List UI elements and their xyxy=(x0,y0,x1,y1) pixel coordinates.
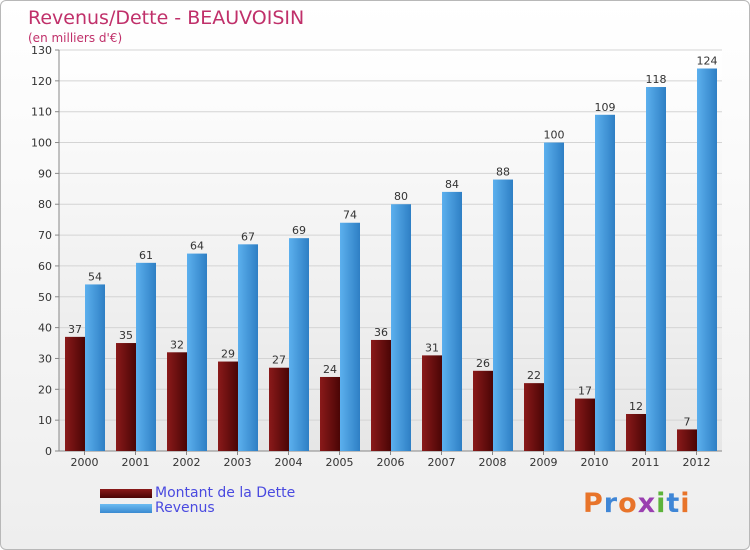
logo-letter: i xyxy=(680,488,691,519)
chart-title: Revenus/Dette - BEAUVOISIN xyxy=(28,7,305,29)
y-tick-label: 100 xyxy=(31,137,52,150)
x-tick-label: 2012 xyxy=(683,456,711,469)
x-tick-label: 2004 xyxy=(275,456,303,469)
x-tick-label: 2008 xyxy=(479,456,507,469)
data-label-debt: 26 xyxy=(476,357,490,370)
y-tick-label: 20 xyxy=(38,383,52,396)
x-tick-label: 2001 xyxy=(122,456,150,469)
bar-debt xyxy=(473,370,493,451)
bar-revenue xyxy=(187,253,207,451)
bar-debt xyxy=(218,361,238,451)
x-tick-label: 2011 xyxy=(632,456,660,469)
logo-letter: i xyxy=(656,488,667,519)
y-tick-label: 90 xyxy=(38,167,52,180)
y-tick-label: 130 xyxy=(31,44,52,57)
x-tick-label: 2007 xyxy=(428,456,456,469)
y-tick-label: 70 xyxy=(38,229,52,242)
logo-letter: x xyxy=(637,488,657,519)
bar-revenue xyxy=(289,238,309,451)
y-tick-label: 10 xyxy=(38,414,52,427)
y-tick-label: 60 xyxy=(38,260,52,273)
data-label-debt: 35 xyxy=(119,329,133,342)
proxiti-logo: Proxiti xyxy=(583,488,691,519)
y-tick-label: 80 xyxy=(38,198,52,211)
bar-revenue xyxy=(340,222,360,451)
data-label-debt: 7 xyxy=(684,415,691,428)
logo-letter: r xyxy=(603,488,619,519)
bar-debt xyxy=(320,376,340,451)
data-label-revenue: 67 xyxy=(241,230,255,243)
bar-revenue xyxy=(391,204,411,451)
data-label-revenue: 124 xyxy=(697,55,718,68)
x-tick-label: 2009 xyxy=(530,456,558,469)
data-label-revenue: 69 xyxy=(292,224,306,237)
data-label-debt: 32 xyxy=(170,338,184,351)
y-tick-label: 120 xyxy=(31,75,52,88)
bar-debt xyxy=(422,355,442,451)
y-tick-label: 30 xyxy=(38,352,52,365)
legend-label-revenue: Revenus xyxy=(155,500,215,516)
data-label-debt: 24 xyxy=(323,363,337,376)
data-label-revenue: 54 xyxy=(88,270,102,283)
data-label-debt: 29 xyxy=(221,348,235,361)
data-label-revenue: 61 xyxy=(139,249,153,262)
legend-swatch-debt xyxy=(100,489,152,498)
bar-revenue xyxy=(697,68,717,451)
y-tick-label: 40 xyxy=(38,322,52,335)
data-label-revenue: 88 xyxy=(496,166,510,179)
bar-revenue xyxy=(85,284,105,451)
bar-debt xyxy=(626,413,646,451)
bar-revenue xyxy=(493,179,513,452)
data-label-revenue: 100 xyxy=(544,129,565,142)
data-label-revenue: 109 xyxy=(595,101,616,114)
bar-debt xyxy=(524,383,544,451)
logo-letter: P xyxy=(583,488,604,519)
chart-subtitle: (en milliers d'€) xyxy=(28,31,123,45)
y-tick-label: 50 xyxy=(38,291,52,304)
bar-revenue xyxy=(442,191,462,451)
data-label-debt: 31 xyxy=(425,341,439,354)
bar-debt xyxy=(116,343,136,451)
bar-debt xyxy=(677,429,697,451)
bar-revenue xyxy=(544,142,564,452)
bar-debt xyxy=(575,398,595,451)
logo-letter: o xyxy=(618,488,638,519)
bar-debt xyxy=(371,339,391,451)
x-tick-label: 2006 xyxy=(377,456,405,469)
data-label-debt: 36 xyxy=(374,326,388,339)
x-tick-label: 2002 xyxy=(173,456,201,469)
data-label-revenue: 118 xyxy=(646,73,667,86)
x-tick-label: 2010 xyxy=(581,456,609,469)
legend-label-debt: Montant de la Dette xyxy=(155,485,296,501)
data-label-revenue: 74 xyxy=(343,209,357,222)
bar-debt xyxy=(269,367,289,451)
data-label-revenue: 84 xyxy=(445,178,459,191)
data-label-debt: 27 xyxy=(272,354,286,367)
data-label-debt: 22 xyxy=(527,369,541,382)
bar-revenue xyxy=(238,244,258,451)
bar-debt xyxy=(167,352,187,451)
data-label-debt: 17 xyxy=(578,385,592,398)
bar-revenue xyxy=(136,262,156,451)
legend-swatch-revenue xyxy=(100,504,152,513)
data-label-debt: 37 xyxy=(68,323,82,336)
bar-revenue xyxy=(595,114,615,452)
x-tick-label: 2000 xyxy=(71,456,99,469)
y-tick-label: 110 xyxy=(31,106,52,119)
bar-debt xyxy=(65,336,85,451)
bar-revenue xyxy=(646,87,666,451)
data-label-debt: 12 xyxy=(629,400,643,413)
x-tick-label: 2005 xyxy=(326,456,354,469)
x-tick-label: 2003 xyxy=(224,456,252,469)
logo-letter: t xyxy=(666,488,681,519)
data-label-revenue: 64 xyxy=(190,240,204,253)
data-label-revenue: 80 xyxy=(394,190,408,203)
y-tick-label: 0 xyxy=(45,445,52,458)
